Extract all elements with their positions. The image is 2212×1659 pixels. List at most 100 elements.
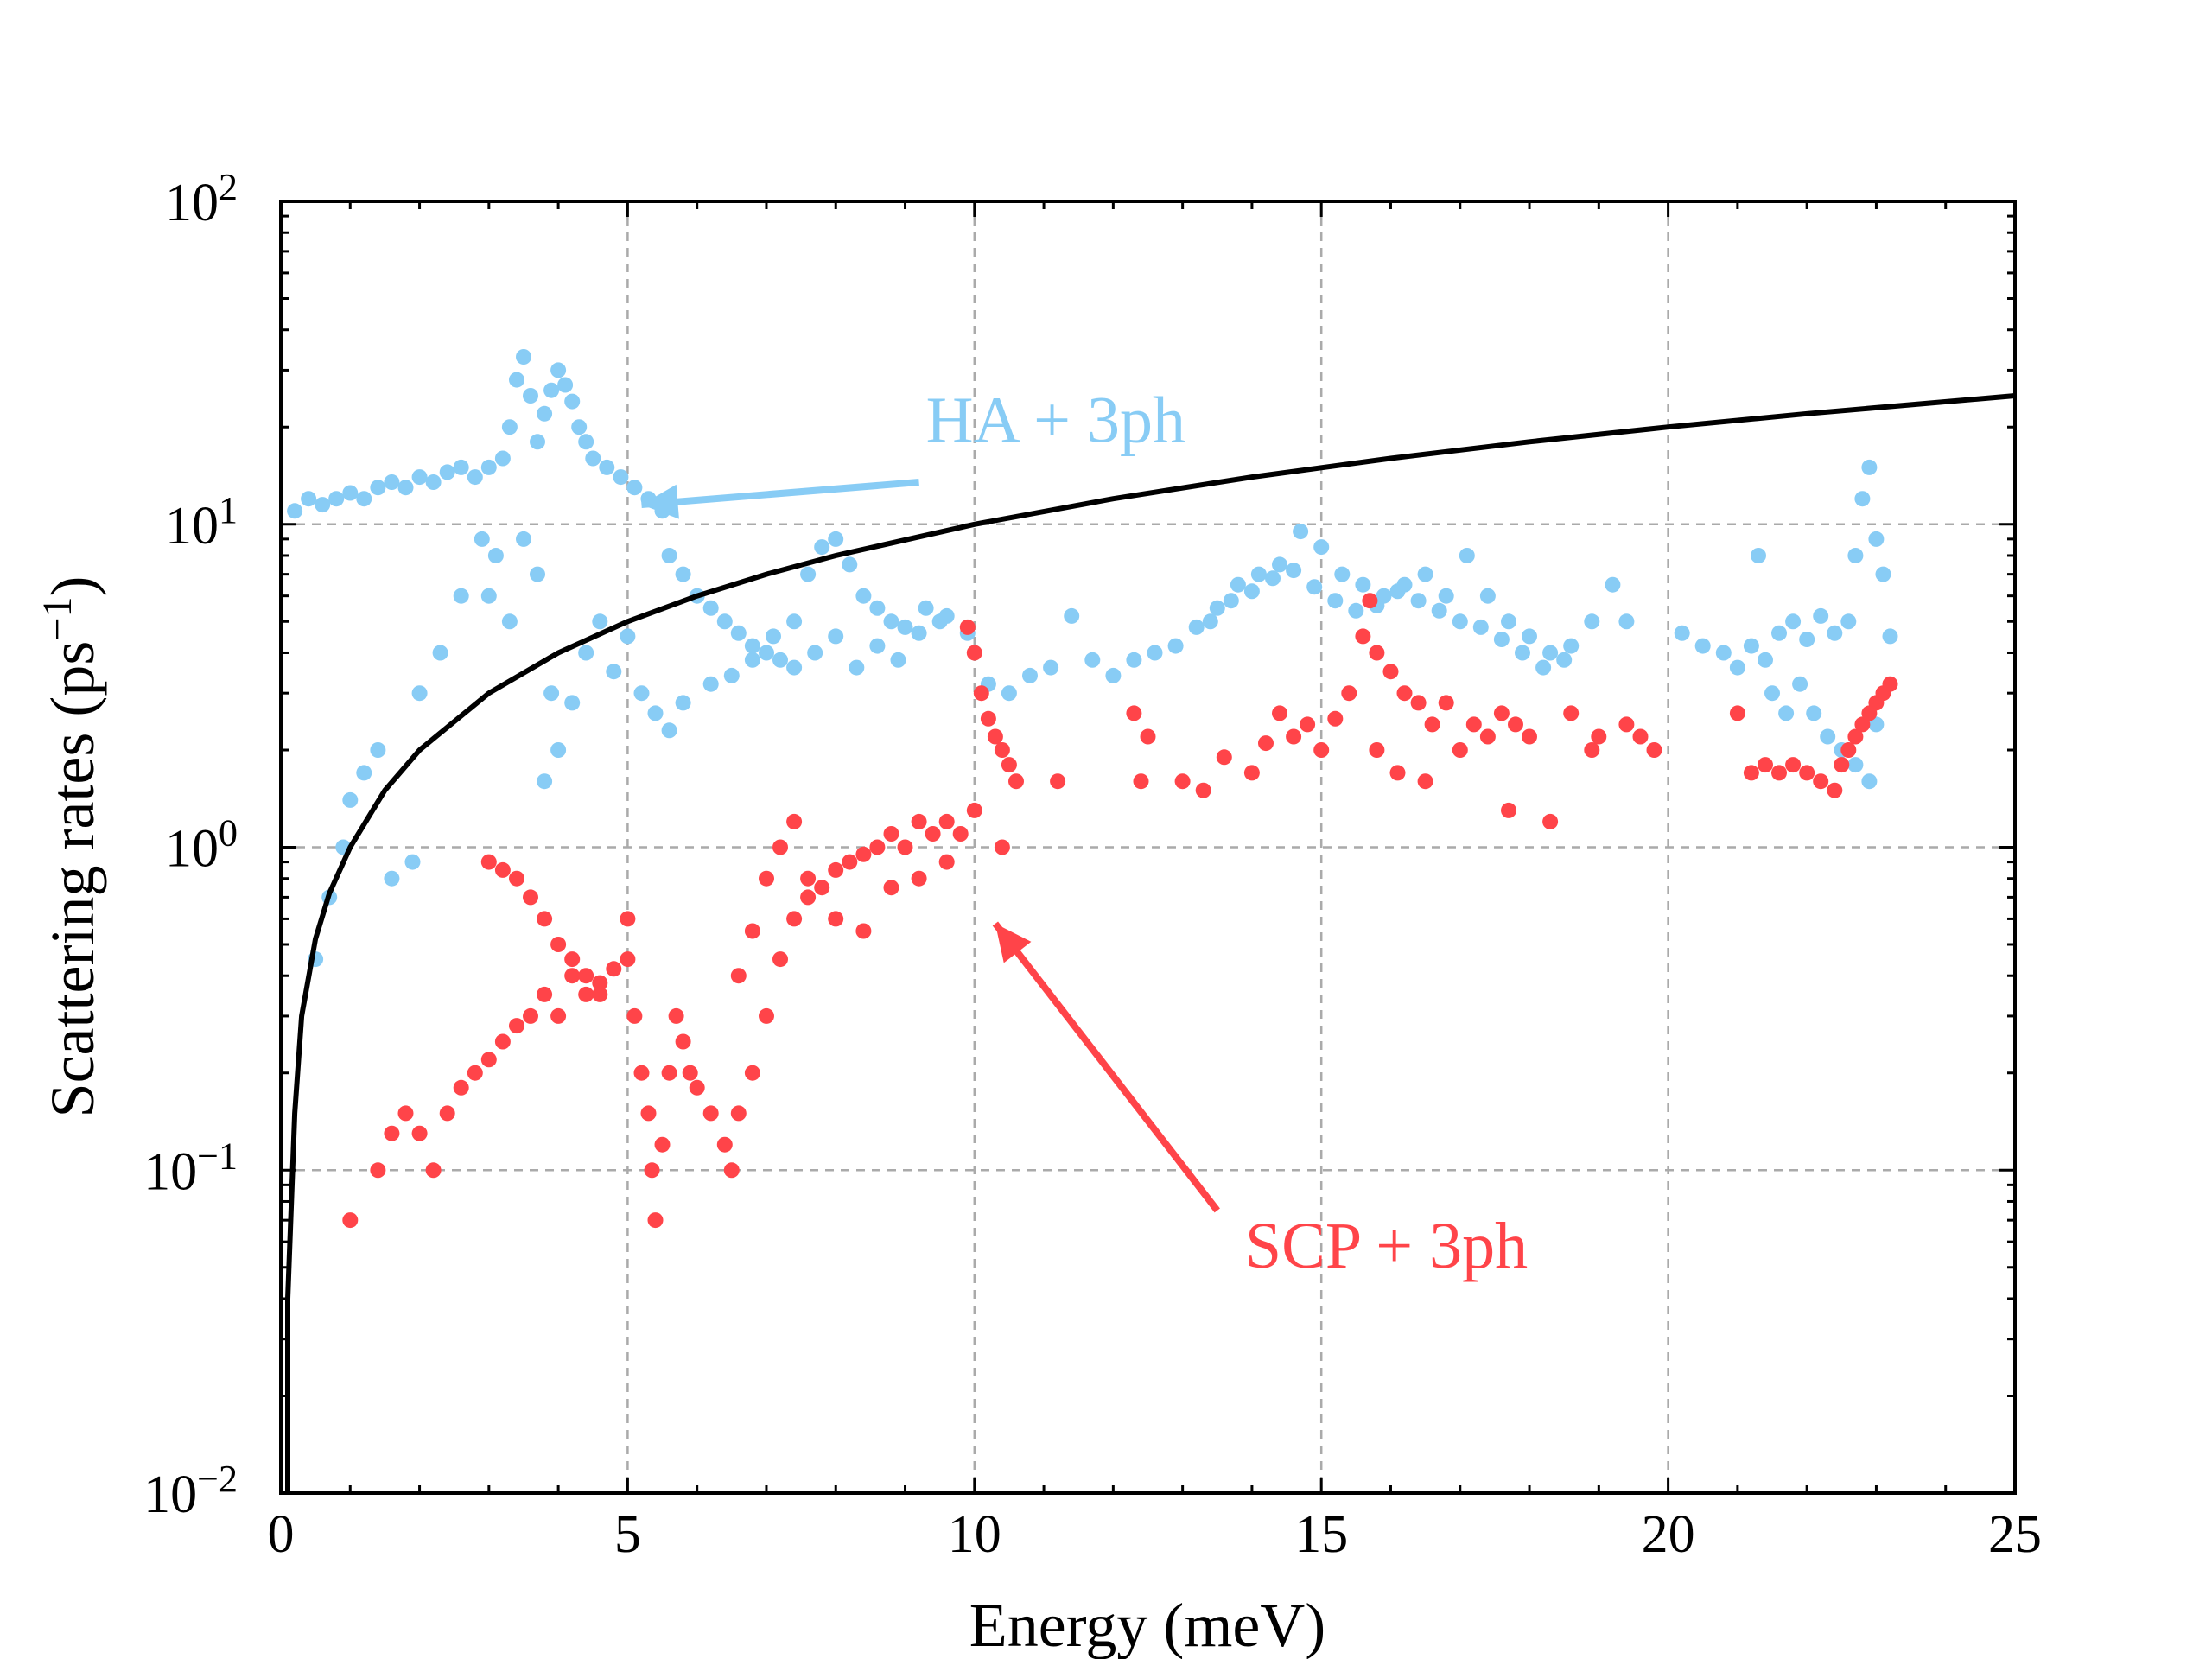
data-point: [578, 986, 594, 1002]
data-point: [1389, 583, 1406, 600]
data-point: [1306, 579, 1323, 595]
data-point: [1465, 716, 1482, 733]
y-tick-base: 10: [165, 497, 219, 556]
data-point: [1064, 607, 1080, 624]
data-point: [384, 1125, 400, 1141]
data-point: [1764, 685, 1780, 702]
data-point: [1591, 728, 1607, 745]
data-point: [661, 548, 677, 563]
data-point: [1542, 645, 1559, 661]
data-point: [1472, 619, 1489, 635]
data-point: [911, 870, 927, 887]
data-point: [613, 469, 629, 486]
data-point: [1286, 728, 1302, 745]
data-point: [966, 802, 982, 818]
data-point: [890, 652, 906, 668]
data-point: [654, 1136, 671, 1153]
data-point: [1729, 659, 1745, 676]
data-point: [356, 491, 372, 507]
data-point: [1202, 613, 1218, 630]
data-point: [730, 968, 747, 984]
data-point: [1243, 765, 1260, 781]
data-point: [1272, 705, 1287, 721]
data-point: [849, 659, 865, 676]
data-point: [453, 588, 469, 604]
data-point: [640, 1105, 657, 1122]
data-point: [384, 474, 400, 490]
y-tick-base: 10: [165, 820, 219, 879]
data-point: [855, 588, 872, 604]
data-point: [480, 854, 497, 870]
x-tick-label: 10: [948, 1505, 1001, 1564]
data-point: [1535, 659, 1552, 676]
data-point: [1452, 613, 1468, 630]
data-point: [786, 659, 803, 676]
data-point: [1827, 782, 1843, 798]
data-point: [1584, 613, 1600, 630]
data-point: [959, 619, 976, 635]
data-point: [744, 1065, 760, 1081]
data-point: [730, 1105, 747, 1122]
data-point: [723, 1162, 740, 1179]
data-point: [759, 1007, 774, 1024]
data-point: [425, 1162, 442, 1179]
data-point: [1854, 716, 1871, 733]
axis-ticks: [279, 200, 2017, 1495]
data-point: [356, 765, 372, 781]
data-point: [1868, 716, 1885, 733]
scp-annotation-label: SCP + 3ph: [1245, 1210, 1528, 1282]
data-point: [509, 1018, 524, 1034]
data-point: [786, 613, 803, 630]
data-point: [1001, 685, 1017, 702]
data-point: [1694, 638, 1711, 654]
data-point: [1827, 625, 1843, 641]
data-point: [973, 685, 989, 702]
data-point: [523, 889, 538, 906]
data-point: [516, 531, 531, 547]
data-point: [1389, 765, 1406, 781]
data-point: [800, 889, 817, 906]
data-point: [1758, 757, 1773, 773]
data-point: [1272, 556, 1287, 573]
data-point: [1632, 728, 1649, 745]
data-point: [620, 951, 636, 968]
data-point: [509, 372, 524, 388]
data-point: [772, 839, 788, 855]
data-point: [592, 613, 608, 630]
y-tick-exponent: 2: [219, 166, 238, 208]
data-point: [1563, 638, 1580, 654]
data-point: [1729, 705, 1745, 721]
y-tick-exponent: 0: [219, 811, 238, 854]
data-point: [315, 497, 331, 513]
data-point: [1618, 613, 1635, 630]
data-point: [966, 645, 982, 661]
data-point: [744, 923, 760, 939]
data-point: [1300, 716, 1316, 733]
data-point: [543, 382, 560, 398]
data-point: [1369, 645, 1385, 661]
x-tick-label: 15: [1294, 1505, 1348, 1564]
data-point: [1522, 628, 1537, 645]
data-point: [1417, 566, 1433, 582]
data-point: [647, 1212, 664, 1229]
data-point: [1396, 685, 1413, 702]
data-point: [1508, 716, 1523, 733]
y-tick-label: 102: [165, 166, 238, 233]
data-point: [287, 503, 303, 519]
data-point: [1223, 593, 1239, 609]
data-point: [1605, 576, 1621, 593]
y-tick-base: 10: [165, 174, 219, 232]
data-point: [1286, 563, 1302, 579]
y-tick-label: 100: [165, 811, 238, 879]
data-point: [453, 459, 469, 475]
data-point: [1646, 742, 1662, 758]
data-point: [370, 742, 386, 758]
data-point: [1424, 716, 1440, 733]
data-point: [1479, 728, 1496, 745]
data-point: [668, 1007, 684, 1024]
data-point: [1861, 459, 1878, 475]
y-axis-title-text: Scattering rates (ps: [38, 641, 107, 1118]
data-point: [918, 600, 934, 616]
